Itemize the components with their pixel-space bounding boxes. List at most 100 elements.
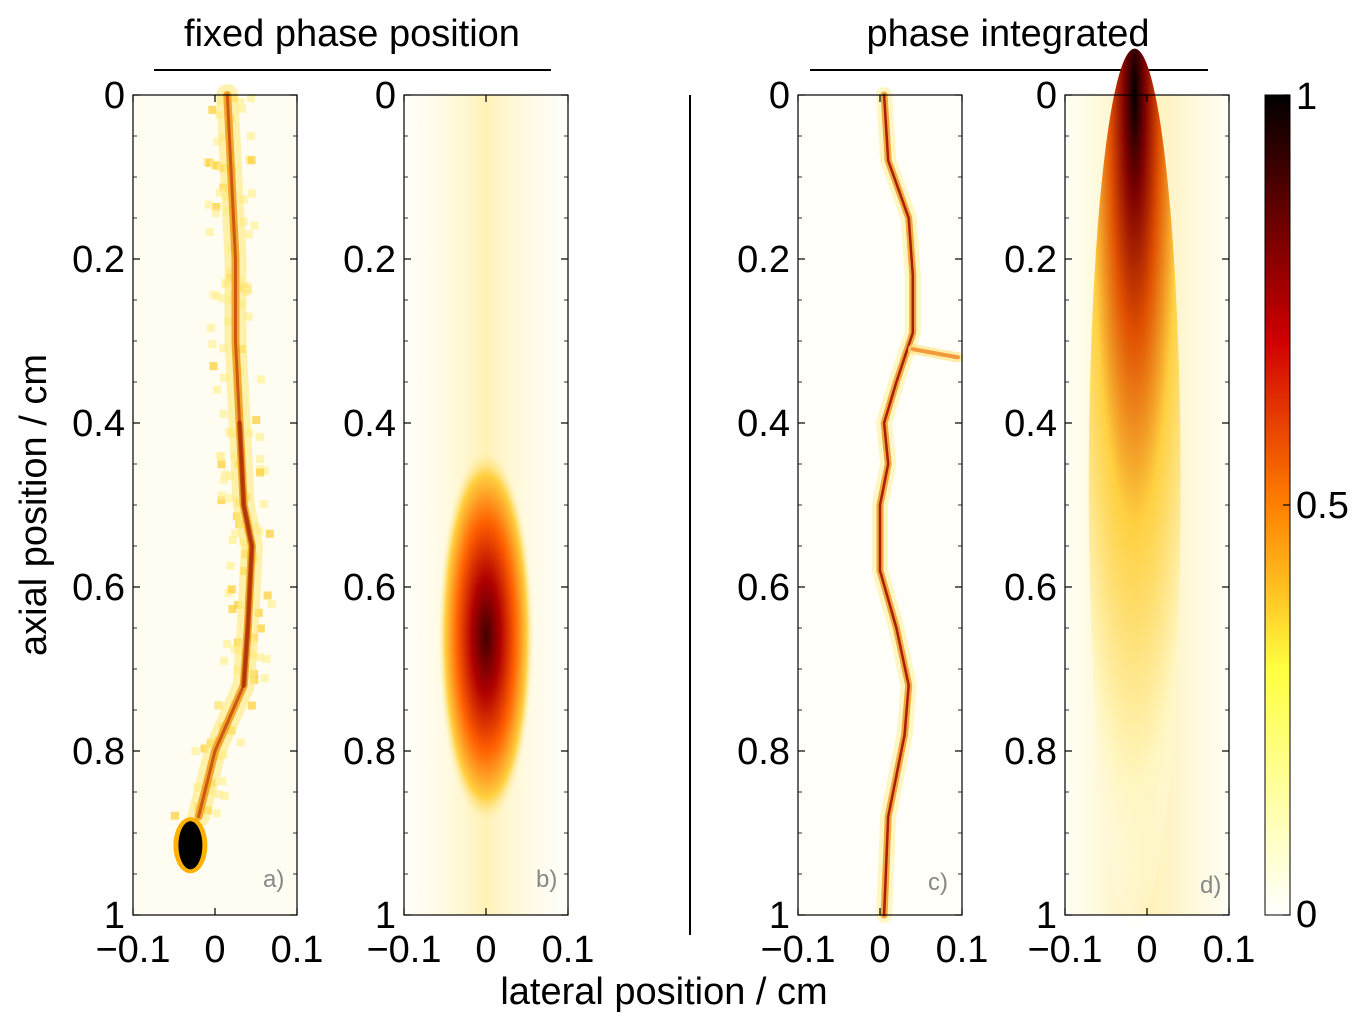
panel-d-column	[1088, 48, 1181, 929]
speckle	[231, 529, 240, 538]
speckle	[204, 200, 213, 209]
panel-c-marks	[872, 87, 963, 923]
y-tick-label: 0.4	[737, 403, 790, 445]
speckle	[206, 323, 215, 332]
speckle	[228, 536, 237, 545]
speckle	[208, 340, 217, 349]
colorbar-ticks: 00.51	[1283, 76, 1349, 936]
x-tick-label: 0.1	[1203, 929, 1256, 971]
filament-c-branch-layer	[910, 347, 960, 360]
speckle	[220, 791, 229, 800]
y-tick-label: 0	[769, 75, 790, 117]
speckle	[221, 470, 230, 479]
speckle	[220, 373, 229, 382]
speckle	[260, 466, 269, 475]
y-tick-label: 0.6	[343, 567, 396, 609]
y-tick-label: 1	[769, 895, 790, 937]
speckle	[252, 416, 261, 425]
speckle	[226, 494, 235, 503]
y-tick-label: 0.2	[72, 239, 125, 281]
speckle	[170, 811, 179, 820]
x-tick-label: 0.1	[542, 929, 595, 971]
speckle	[219, 344, 228, 353]
panel-a-tag: a)	[263, 866, 284, 893]
y-tick-label: 0.4	[343, 403, 396, 445]
x-tick-label: −0.1	[366, 929, 441, 971]
panel-d: d)	[1064, 48, 1230, 929]
x-tick-label: −0.1	[760, 929, 835, 971]
panel-c: c)	[797, 87, 963, 923]
speckle	[211, 208, 220, 217]
axis-ticks: 00.20.40.60.81−0.1 0 0.100.20.40.60.81−0.1…	[72, 75, 1255, 971]
speckle	[213, 137, 222, 146]
x-tick-label: 0	[475, 929, 496, 971]
speckle	[247, 156, 256, 165]
speckle	[191, 747, 200, 756]
panel-a-marks	[170, 84, 276, 874]
speckle	[228, 605, 237, 614]
y-tick-label: 0.8	[737, 731, 790, 773]
speckle	[226, 472, 235, 481]
speckle	[260, 674, 269, 683]
speckle	[247, 189, 256, 198]
speckle	[215, 701, 224, 710]
speckle	[236, 97, 245, 106]
speckle	[212, 809, 221, 818]
speckle	[236, 738, 245, 747]
y-tick-label: 1	[104, 895, 125, 937]
y-axis-title: axial position / cm	[13, 354, 55, 656]
speckle	[212, 161, 221, 170]
panel-d-tag: d)	[1200, 872, 1221, 899]
speckle	[219, 475, 228, 484]
speckle	[219, 409, 228, 418]
y-tick-label: 0	[104, 75, 125, 117]
colorbar-tick-label: 1	[1296, 76, 1317, 118]
filament-a-hot-layer	[237, 420, 255, 688]
speckle	[256, 624, 265, 633]
speckle	[217, 496, 226, 505]
speckle	[255, 653, 264, 662]
speckle	[259, 500, 268, 509]
y-tick-label: 0.2	[737, 239, 790, 281]
speckle	[226, 561, 235, 570]
group-title-fixed: fixed phase position	[184, 13, 520, 55]
speckle	[250, 221, 259, 230]
speckle	[256, 468, 265, 477]
panel-c-tag: c)	[928, 869, 948, 896]
speckle	[205, 228, 214, 237]
speckle	[255, 433, 264, 442]
speckle	[216, 188, 225, 197]
y-tick-label: 0	[1036, 75, 1057, 117]
speckle	[216, 452, 225, 461]
y-tick-label: 0.2	[343, 239, 396, 281]
y-tick-label: 0.6	[72, 567, 125, 609]
y-tick-label: 0.8	[343, 731, 396, 773]
colorbar: 00.51	[1264, 76, 1349, 936]
y-tick-label: 0.6	[737, 567, 790, 609]
y-tick-label: 0.8	[1004, 731, 1057, 773]
speckle	[217, 491, 226, 500]
filament-c-layer	[878, 93, 915, 917]
y-tick-label: 0.2	[1004, 239, 1057, 281]
speckle	[263, 591, 272, 600]
x-tick-label: 0.1	[936, 929, 989, 971]
speckle	[244, 230, 253, 239]
speckle	[213, 385, 222, 394]
x-tick-label: 0	[1136, 929, 1157, 971]
speckle	[256, 455, 265, 464]
group-title-integrated: phase integrated	[866, 13, 1149, 55]
speckle	[214, 790, 223, 799]
speckle	[256, 375, 265, 384]
speckle	[246, 94, 255, 103]
panel-b-blob	[438, 446, 534, 827]
speckle	[223, 640, 232, 649]
panel-a: a)	[132, 84, 298, 916]
panel-b: b)	[403, 94, 569, 916]
x-tick-label: 0	[869, 929, 890, 971]
speckle	[218, 294, 227, 303]
y-tick-label: 0.4	[72, 403, 125, 445]
speckle	[238, 104, 247, 113]
y-tick-label: 0.6	[1004, 567, 1057, 609]
y-tick-label: 0	[375, 75, 396, 117]
